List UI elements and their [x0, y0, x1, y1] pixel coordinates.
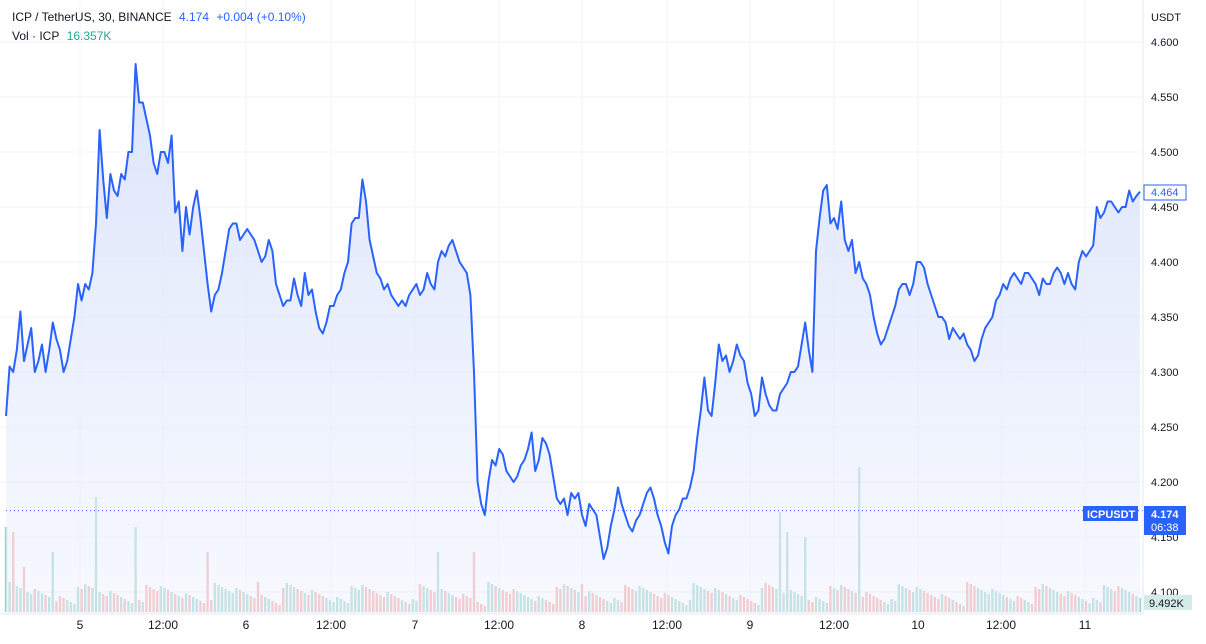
- countdown: 06:38: [1151, 522, 1179, 534]
- time-tick: 12:00: [484, 618, 514, 632]
- time-tick: 12:00: [986, 618, 1016, 632]
- current-price-box: [1144, 506, 1186, 535]
- time-tick: 6: [243, 618, 250, 632]
- symbol-tag-box[interactable]: [1083, 506, 1138, 521]
- price-tick: 4.450: [1151, 202, 1179, 214]
- time-tick: 11: [1079, 618, 1092, 632]
- volume-tag: 9.492K: [1149, 598, 1185, 610]
- price-tick: 4.300: [1151, 367, 1179, 379]
- price-change: +0.004 (+0.10%): [216, 10, 306, 24]
- time-tick: 8: [579, 618, 586, 632]
- time-axis: 5 12:00 6 12:00 7 12:00 8 12:00 9 12:00 10 12:00 11: [77, 618, 1092, 632]
- price-tick: 4.500: [1151, 147, 1179, 159]
- price-line: [5, 63, 1141, 560]
- legend-volume: Vol · ICP 16.357K: [12, 29, 115, 43]
- time-tick: 12:00: [148, 618, 178, 632]
- price-tick: 4.350: [1151, 312, 1179, 324]
- current-price: 4.174: [1151, 509, 1179, 521]
- time-tick: 5: [77, 618, 84, 632]
- price-tick: 4.250: [1151, 422, 1179, 434]
- price-tick: 4.600: [1151, 37, 1179, 49]
- price-badge-frame: [1143, 184, 1187, 201]
- last-price: 4.174: [178, 10, 209, 24]
- volume-tag-box: [1144, 595, 1192, 610]
- time-tick: 12:00: [316, 618, 346, 632]
- time-tick: 12:00: [652, 618, 682, 632]
- legend-main: ICP / TetherUS, 30, BINANCE 4.174 +0.004…: [12, 10, 310, 24]
- time-tick: 9: [747, 618, 754, 632]
- symbol-title[interactable]: ICP / TetherUS, 30, BINANCE: [12, 10, 172, 24]
- price-badge-value: 4.464: [1151, 187, 1179, 199]
- price-tick: 4.400: [1151, 257, 1179, 269]
- price-area: [6, 64, 1140, 614]
- time-tick: 7: [412, 618, 419, 632]
- price-tick: 4.550: [1151, 92, 1179, 104]
- volume-label[interactable]: Vol · ICP: [12, 29, 60, 43]
- currency-label: USDT: [1151, 12, 1181, 24]
- volume-value: 16.357K: [66, 29, 112, 43]
- price-tick: 4.200: [1151, 477, 1179, 489]
- time-tick: 10: [911, 618, 925, 632]
- symbol-tag[interactable]: ICPUSDT: [1087, 509, 1136, 521]
- time-tick: 12:00: [819, 618, 849, 632]
